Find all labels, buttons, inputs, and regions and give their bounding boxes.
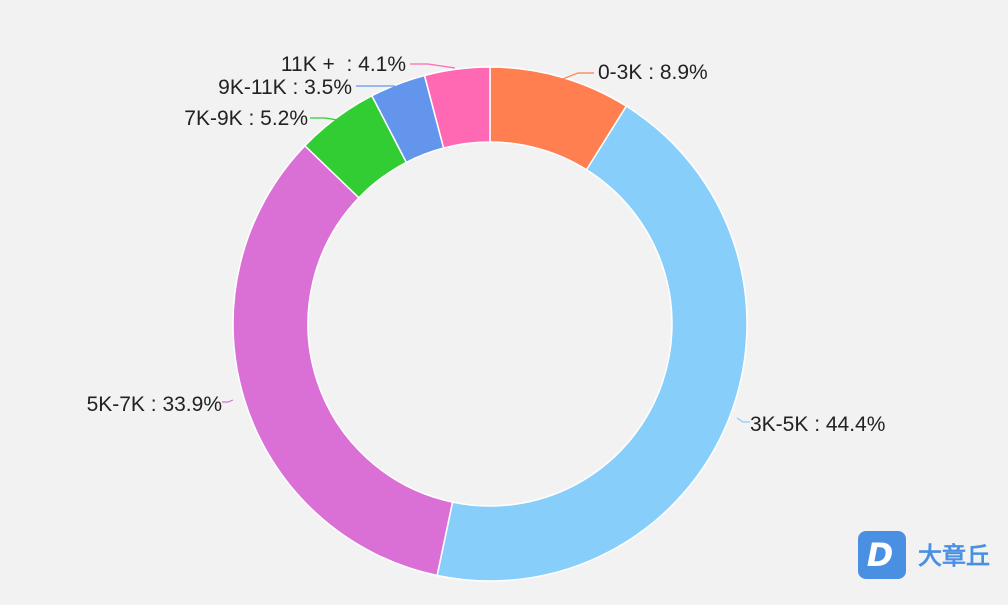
slice-5 bbox=[423, 66, 491, 149]
slice-label-3: 7K-9K : 5.2% bbox=[184, 107, 308, 130]
leader-line-2 bbox=[222, 399, 234, 403]
leader-line-1 bbox=[736, 417, 750, 423]
leader-line-0 bbox=[559, 72, 594, 81]
leader-line-3 bbox=[310, 117, 339, 121]
watermark-logo: D 大章丘 bbox=[858, 531, 990, 579]
watermark-text: 大章丘 bbox=[918, 542, 990, 570]
slice-label-2: 5K-7K : 33.9% bbox=[87, 393, 222, 416]
slice-label-0: 0-3K : 8.9% bbox=[598, 61, 708, 84]
watermark-badge-letter: D bbox=[867, 536, 894, 574]
slice-label-4: 9K-11K : 3.5% bbox=[218, 76, 352, 99]
labels-group: 0-3K : 8.9% 3K-5K : 44.4% 5K-7K : 33.9% 7K-… bbox=[87, 53, 886, 436]
leader-lines-group bbox=[222, 63, 750, 423]
slice-1 bbox=[436, 105, 748, 582]
slice-label-5: 11K + : 4.1% bbox=[281, 53, 406, 76]
leader-line-5 bbox=[410, 63, 456, 69]
slices-group bbox=[232, 66, 748, 582]
watermark-badge bbox=[858, 531, 906, 579]
slice-2 bbox=[232, 144, 454, 577]
slice-label-1: 3K-5K : 44.4% bbox=[750, 413, 885, 436]
